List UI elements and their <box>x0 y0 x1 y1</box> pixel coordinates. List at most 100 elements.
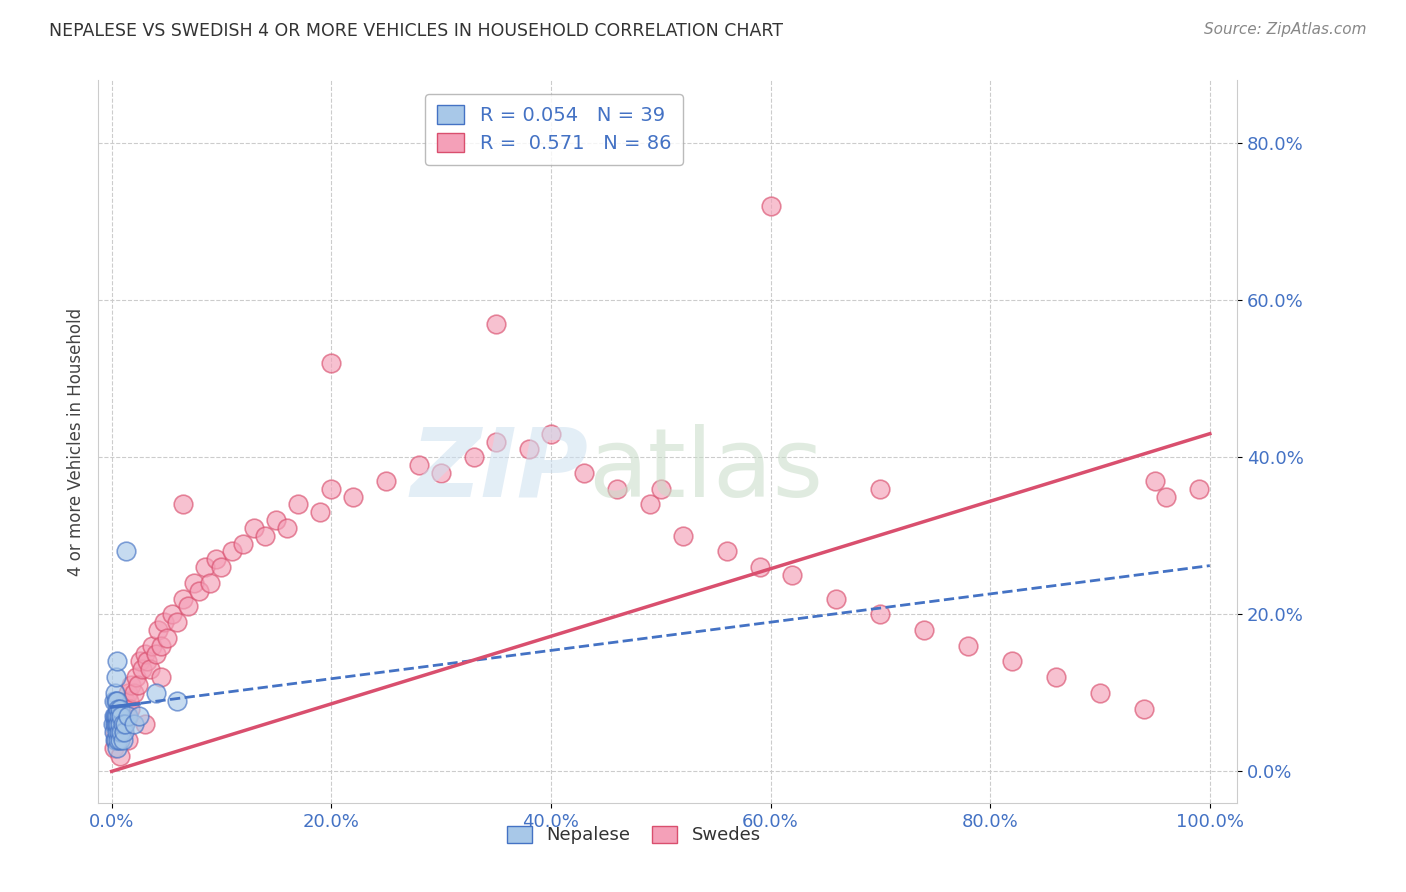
Point <box>135 655 157 669</box>
Point <box>145 686 167 700</box>
Point <box>105 725 128 739</box>
Point <box>1133 701 1156 715</box>
Point <box>540 426 562 441</box>
Point <box>101 717 124 731</box>
Point <box>115 544 138 558</box>
Point <box>110 717 132 731</box>
Point <box>104 733 127 747</box>
Point <box>172 497 194 511</box>
Point <box>104 717 127 731</box>
Point <box>111 709 134 723</box>
Point <box>127 678 149 692</box>
Point <box>1045 670 1067 684</box>
Point <box>117 733 139 747</box>
Point <box>108 709 131 723</box>
Point <box>276 521 298 535</box>
Point <box>105 717 128 731</box>
Point <box>912 623 935 637</box>
Point <box>120 678 142 692</box>
Point <box>194 560 217 574</box>
Point <box>183 575 205 590</box>
Point <box>177 599 200 614</box>
Point <box>122 686 145 700</box>
Point <box>104 670 127 684</box>
Point <box>1088 686 1111 700</box>
Point <box>114 717 136 731</box>
Point <box>139 662 162 676</box>
Point <box>606 482 628 496</box>
Point <box>134 717 156 731</box>
Point <box>107 717 129 731</box>
Point <box>209 560 232 574</box>
Point <box>108 725 131 739</box>
Point <box>1188 482 1211 496</box>
Point <box>103 740 125 755</box>
Point <box>748 560 770 574</box>
Point <box>110 701 132 715</box>
Point <box>650 482 672 496</box>
Point <box>430 466 453 480</box>
Point <box>104 733 127 747</box>
Point <box>115 701 138 715</box>
Point <box>716 544 738 558</box>
Point <box>125 670 148 684</box>
Point <box>108 709 131 723</box>
Point <box>463 450 485 465</box>
Text: ZIP: ZIP <box>411 424 588 517</box>
Point <box>672 529 695 543</box>
Point <box>759 199 782 213</box>
Point <box>287 497 309 511</box>
Point <box>638 497 661 511</box>
Point <box>117 686 139 700</box>
Point <box>104 725 127 739</box>
Point <box>145 647 167 661</box>
Point <box>110 709 132 723</box>
Point <box>104 709 127 723</box>
Point <box>107 701 129 715</box>
Point <box>1143 474 1166 488</box>
Point <box>104 686 127 700</box>
Point <box>110 733 132 747</box>
Point <box>117 709 139 723</box>
Point <box>200 575 222 590</box>
Point <box>782 568 804 582</box>
Point <box>129 655 152 669</box>
Point <box>103 725 125 739</box>
Point <box>105 717 128 731</box>
Point <box>112 717 135 731</box>
Point <box>107 725 129 739</box>
Point <box>134 647 156 661</box>
Point <box>150 639 173 653</box>
Point <box>375 474 398 488</box>
Point <box>150 670 173 684</box>
Point <box>166 615 188 630</box>
Point <box>869 607 891 622</box>
Point <box>572 466 595 480</box>
Point <box>110 748 132 763</box>
Text: NEPALESE VS SWEDISH 4 OR MORE VEHICLES IN HOUSEHOLD CORRELATION CHART: NEPALESE VS SWEDISH 4 OR MORE VEHICLES I… <box>49 22 783 40</box>
Point <box>105 740 128 755</box>
Point <box>160 607 183 622</box>
Point <box>205 552 228 566</box>
Point <box>1154 490 1177 504</box>
Point <box>188 583 211 598</box>
Point <box>110 725 132 739</box>
Point <box>172 591 194 606</box>
Point <box>342 490 364 504</box>
Point <box>485 317 508 331</box>
Point <box>122 717 145 731</box>
Point <box>232 536 254 550</box>
Point <box>110 701 132 715</box>
Point <box>321 482 343 496</box>
Point <box>957 639 980 653</box>
Point <box>115 709 138 723</box>
Point <box>869 482 891 496</box>
Point <box>141 639 163 653</box>
Point <box>146 623 169 637</box>
Point <box>105 694 128 708</box>
Point <box>103 709 125 723</box>
Text: Source: ZipAtlas.com: Source: ZipAtlas.com <box>1204 22 1367 37</box>
Point <box>166 694 188 708</box>
Point <box>105 655 128 669</box>
Point <box>110 725 132 739</box>
